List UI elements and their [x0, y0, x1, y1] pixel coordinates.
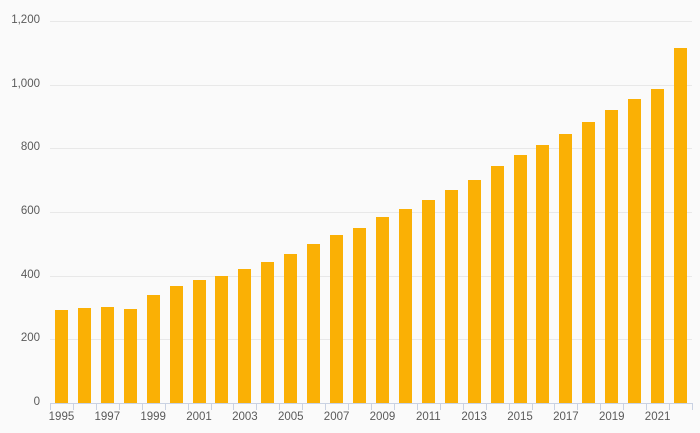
x-axis-tick-label: 2003	[232, 411, 258, 423]
gridline-600	[50, 212, 692, 213]
bar[interactable]	[330, 234, 344, 403]
bar[interactable]	[444, 189, 458, 403]
bar[interactable]	[628, 98, 642, 403]
x-axis-tick	[72, 403, 74, 410]
y-axis-tick-label: 400	[20, 268, 40, 281]
x-axis-tick	[302, 403, 304, 410]
gridline-1200	[50, 21, 692, 22]
x-axis-tick	[646, 403, 648, 410]
bar[interactable]	[559, 133, 573, 403]
bar[interactable]	[238, 268, 252, 403]
y-axis-tick-label: 0	[33, 396, 40, 408]
x-axis-tick	[669, 403, 671, 410]
bar[interactable]	[582, 122, 596, 403]
x-axis-tick-label: 2001	[186, 411, 212, 423]
bar[interactable]	[261, 261, 275, 403]
bar[interactable]	[375, 217, 389, 403]
x-axis-tick-label: 2021	[644, 411, 671, 423]
bar[interactable]	[77, 307, 91, 403]
bar[interactable]	[490, 165, 504, 403]
y-axis-tick-label: 1,200	[11, 14, 40, 26]
x-axis-tick	[439, 403, 441, 410]
bar[interactable]	[215, 275, 229, 403]
x-axis-tick	[325, 403, 327, 410]
x-axis-tick	[371, 403, 372, 410]
bar[interactable]	[421, 200, 435, 403]
x-axis-tick-label: 2017	[553, 411, 579, 423]
bar[interactable]	[353, 227, 367, 403]
bar[interactable]	[100, 306, 114, 403]
x-axis-tick-label: 2019	[598, 411, 625, 423]
gridline-200	[50, 339, 692, 341]
x-axis-tick-label: 2007	[323, 411, 350, 423]
x-axis-tick	[141, 403, 143, 410]
y-axis-tick-label: 800	[20, 141, 40, 154]
gridline-1000	[50, 84, 692, 86]
x-axis-tick	[531, 403, 533, 410]
x-axis-tick	[554, 403, 556, 410]
bar[interactable]	[513, 155, 527, 403]
x-axis-tick	[279, 403, 281, 410]
x-axis-tick	[210, 403, 212, 410]
x-axis-tick-label: 1999	[140, 411, 166, 423]
x-axis-tick-label: 2009	[369, 411, 396, 423]
x-axis-tick-label: 1997	[94, 411, 121, 423]
x-axis-tick	[50, 403, 51, 410]
x-axis-tick	[508, 403, 510, 410]
x-axis-tick	[577, 403, 579, 410]
y-axis-tick-label: 600	[20, 205, 40, 217]
x-axis-tick	[692, 403, 693, 410]
x-axis-tick	[485, 403, 487, 410]
x-axis-tick-label: 2015	[507, 411, 533, 423]
x-axis-tick	[462, 403, 464, 410]
x-axis-tick	[118, 403, 120, 410]
bar[interactable]	[192, 279, 206, 403]
bar[interactable]	[54, 310, 68, 403]
bar[interactable]	[651, 89, 665, 403]
x-axis-tick	[256, 403, 258, 410]
x-axis-tick	[95, 403, 97, 410]
gridline-800	[50, 148, 692, 150]
bar[interactable]	[307, 243, 321, 403]
bar[interactable]	[284, 253, 298, 403]
x-axis-tick	[416, 403, 418, 410]
x-axis-tick-label: 1995	[48, 411, 75, 423]
x-axis-tick	[233, 403, 235, 410]
x-axis-tick-label: 2011	[415, 411, 441, 423]
bar[interactable]	[467, 180, 481, 403]
bar[interactable]	[398, 208, 412, 403]
bar[interactable]	[605, 110, 619, 403]
x-axis-tick	[187, 403, 189, 410]
bar[interactable]	[536, 145, 550, 403]
gridline-400	[50, 275, 692, 277]
x-axis-tick-label: 2013	[461, 411, 487, 423]
x-axis-tick	[164, 403, 166, 410]
y-axis-tick-label: 1,000	[11, 77, 40, 90]
x-axis-tick-label: 2005	[277, 411, 304, 423]
x-axis-tick	[600, 403, 602, 410]
x-axis-tick	[393, 403, 395, 410]
bar[interactable]	[123, 309, 137, 403]
bar[interactable]	[674, 48, 688, 403]
bar[interactable]	[146, 294, 160, 403]
bar[interactable]	[169, 285, 183, 403]
x-axis-tick	[623, 403, 625, 410]
x-axis-tick	[348, 403, 350, 410]
bars-group	[50, 21, 692, 403]
y-axis-tick-label: 200	[20, 332, 40, 345]
